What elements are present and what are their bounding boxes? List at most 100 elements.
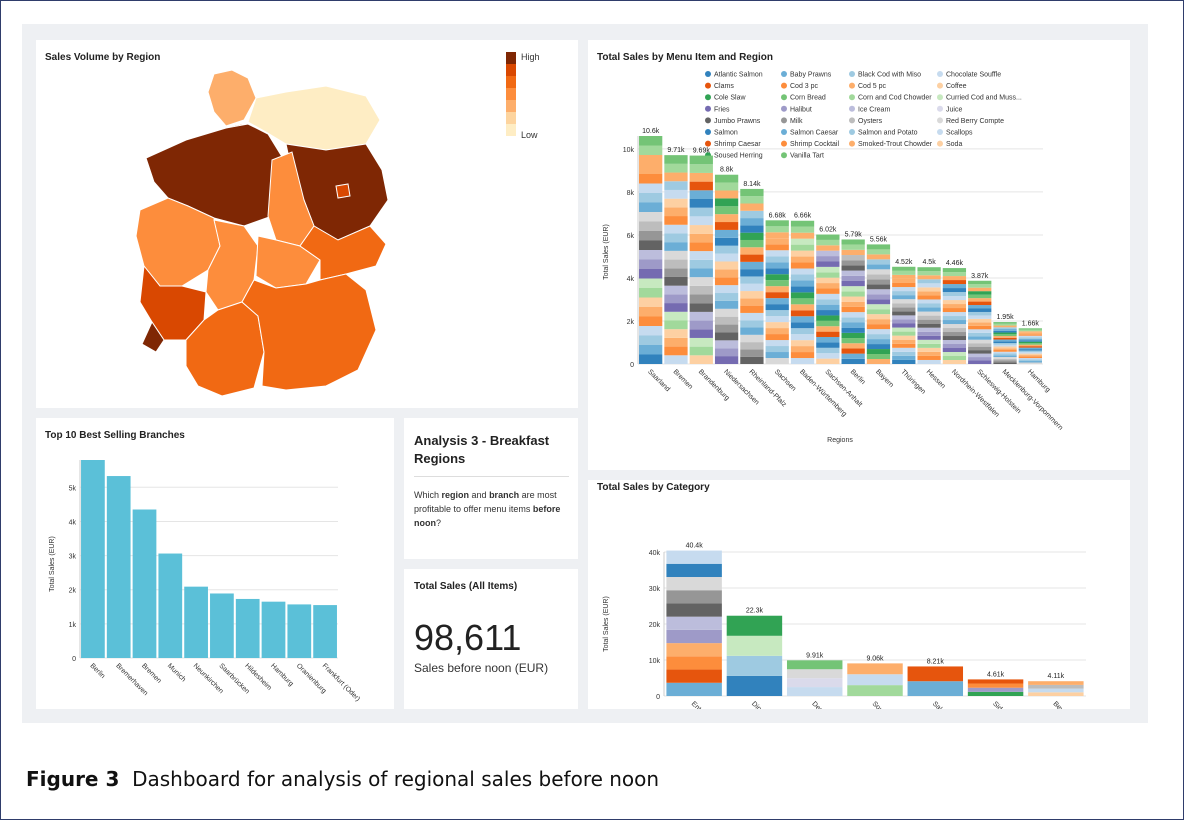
bar-segment-Saarland [639, 183, 663, 193]
bar-segment-Baden-Württemberg [790, 226, 815, 233]
bar-segment-Sachsen-Anhalt [816, 326, 840, 332]
bar-segment-Sachsen-Anhalt [816, 310, 840, 316]
bar-segment-Saarland [639, 345, 663, 355]
legend-dot [849, 82, 855, 89]
bar-segment-Niedersachsen [714, 316, 739, 325]
germany-map[interactable]: High Low [36, 40, 578, 408]
legend-item: Black Cod with Miso [858, 72, 921, 79]
bar-segment-Niedersachsen [714, 206, 739, 215]
bar-segment-Bayern [866, 324, 891, 330]
bar-segment-Saarland [639, 354, 663, 364]
menu-region-chart[interactable]: Atlantic Salmon Baby Prawns Black Cod with… [588, 40, 1130, 470]
bar-segment-Bremen [664, 320, 688, 330]
menu-region-panel: Total Sales by Menu Item and Region Atla… [588, 40, 1130, 470]
bar-segment-Sachsen [765, 232, 789, 239]
bar-segment-Hamburg [1018, 334, 1042, 336]
legend-dot [937, 94, 943, 101]
bar-segment-Niedersachsen [714, 277, 739, 286]
bar-segment-Sachsen [765, 298, 789, 305]
bar-segment-Hamburg [1018, 344, 1042, 347]
bar-segment-Thüringen [892, 307, 916, 312]
bar-segment-Sachsen [765, 226, 789, 233]
big-number-panel: Total Sales (All Items) 98,611 Sales bef… [404, 569, 578, 709]
x-tick-label: Nordrhein-Westfalen [950, 368, 1000, 418]
bar-total-label: 9.06k [866, 655, 884, 662]
big-number-title: Total Sales (All Items) [414, 581, 518, 592]
x-tick-label: Entrée [690, 700, 710, 709]
bar-segment-Bremen [664, 242, 688, 251]
bar-segment-Baden-Württemberg [790, 322, 815, 329]
branches-title: Top 10 Best Selling Branches [45, 430, 185, 441]
bar-segment-Bayern [866, 359, 891, 364]
bar-segment-Brandenburg [689, 277, 713, 286]
bar-segment-Saarland [639, 326, 663, 336]
bar-segment-Sachsen [765, 256, 789, 263]
bar-segment-Niedersachsen [714, 300, 739, 309]
bar-segment-Beverage [1028, 684, 1084, 689]
bar-segment-Soup [847, 685, 903, 696]
bar-segment-Bayern [866, 244, 891, 250]
bar-segment-Niedersachsen [714, 198, 739, 207]
category-chart[interactable]: 0 10k 20k 30k 40k Total Sales (EUR) 40.4k Entré… [588, 480, 1130, 709]
bar-segment-Niedersachsen [714, 285, 739, 294]
bar-segment-Sachsen-Anhalt [816, 256, 840, 262]
legend-item: Milk [790, 118, 803, 125]
bar-segment-Bremen [664, 355, 688, 364]
bar-segment-Hamburg [1018, 349, 1042, 351]
bar-segment-Saarland [639, 316, 663, 326]
bar-segment-Entrée [666, 643, 722, 657]
bar-segment-Baden-Württemberg [790, 310, 815, 317]
bar-segment-Beverage [1028, 692, 1084, 696]
legend-dot [781, 82, 787, 89]
bar-segment-Rheinland-Pfalz [740, 283, 764, 292]
bar-segment-Sachsen [765, 250, 789, 257]
y-tick-label: 2k [69, 588, 77, 595]
bar-total-label: 4.61k [987, 671, 1005, 678]
y-tick-label: 4k [627, 276, 635, 283]
bar-segment-Hessen [917, 295, 941, 300]
bar-segment-Entrée [666, 629, 722, 644]
bar-segment-Sachsen-Anhalt [816, 331, 840, 338]
bar-segment-Berlin [841, 353, 865, 359]
bar-segment-Baden-Württemberg [790, 232, 815, 239]
bar-segment-Rheinland-Pfalz [740, 196, 764, 204]
bar-segment-Niedersachsen [714, 269, 739, 278]
legend-low-label: Low [521, 130, 538, 140]
bar-segment-Dinner [726, 675, 783, 696]
bar-segment-Rheinland-Pfalz [740, 239, 764, 248]
bar-segment-Rheinland-Pfalz [740, 349, 764, 357]
map-region-saarland [141, 320, 165, 353]
bar-segment-Brandenburg [689, 294, 713, 304]
bar-segment-Sachsen-Anhalt [816, 353, 840, 359]
bar-segment-Saarland [639, 164, 663, 174]
bar-segment-Bayern [866, 299, 891, 305]
x-tick-label: Frankfurt (Oder) [321, 662, 361, 702]
bar-segment-Brandenburg [689, 155, 713, 165]
bar-segment-Bayern [866, 269, 891, 275]
bar-segment-Baden-Württemberg [790, 358, 815, 364]
y-tick-label: 1k [69, 622, 77, 629]
bar-segment-Mecklenburg-Vorpommern [993, 337, 1017, 340]
bar-segment-Beverage [1028, 681, 1084, 685]
big-number-subtitle: Sales before noon (EUR) [414, 661, 549, 675]
y-tick-label: 8k [627, 190, 635, 197]
bar-segment-Saarland [639, 193, 663, 203]
y-axis-label: Total Sales (EUR) [603, 596, 610, 652]
bar-segment-Schleswig-Holstein [968, 318, 992, 323]
legend-dot [705, 129, 711, 135]
bar-segment-Bayern [866, 259, 891, 265]
legend-dot [937, 105, 943, 112]
legend-swatch [506, 124, 516, 136]
bar-segment-Niedersachsen [714, 222, 739, 230]
bar-segment-Baden-Württemberg [790, 262, 815, 269]
bar-segment-Saarland [639, 155, 663, 165]
bar-segment-Mecklenburg-Vorpommern [993, 334, 1017, 337]
x-tick-label: Berlin [849, 368, 867, 386]
bar-segment-Sachsen-Anhalt [816, 283, 840, 289]
bar-segment-Baden-Württemberg [790, 280, 815, 287]
bar-Oranienburg [287, 604, 312, 658]
bar-segment-Baden-Württemberg [790, 256, 815, 263]
legend-dot [781, 105, 787, 112]
bar-segment-Bremen [664, 285, 688, 295]
